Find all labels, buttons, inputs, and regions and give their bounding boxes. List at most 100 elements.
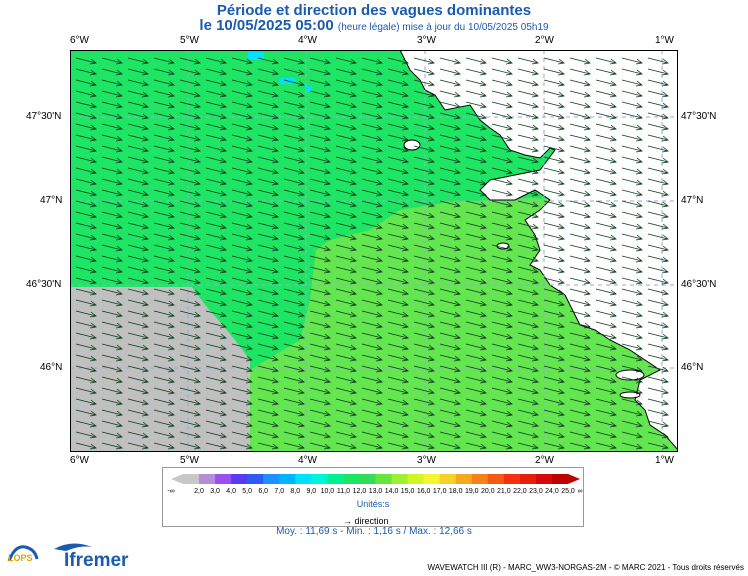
wave-direction-arrow [387,189,409,197]
wave-direction-arrow [231,420,253,428]
wave-direction-arrow [101,266,123,274]
wave-direction-arrow [439,255,461,263]
wave-direction-arrow [127,420,149,428]
wave-direction-arrow [517,343,539,351]
wave-direction-arrow [517,321,539,329]
wave-direction-arrow [309,123,331,131]
lat-tick-left: 47°30'N [26,111,62,122]
wave-direction-arrow [205,167,227,175]
wave-direction-arrow [101,112,123,120]
wave-direction-arrow [75,156,97,164]
wave-direction-arrow [439,145,461,153]
wave-direction-arrow [569,277,591,285]
wave-direction-arrow [101,288,123,296]
wave-direction-arrow [127,178,149,186]
legend-label: 25,0 [561,488,575,495]
wave-map [70,50,678,452]
wave-direction-arrow [439,387,461,395]
wave-direction-arrow [491,420,513,428]
wave-direction-arrow [335,178,357,186]
wave-direction-arrow [621,354,643,362]
wave-direction-arrow [543,409,565,417]
wave-direction-arrow [127,321,149,329]
wave-direction-arrow [179,332,201,340]
wave-direction-arrow [595,68,617,76]
wave-direction-arrow [179,354,201,362]
wave-direction-arrow [595,200,617,208]
wave-direction-arrow [361,167,383,175]
wave-direction-arrow [491,343,513,351]
wave-direction-arrow [153,365,175,373]
wave-direction-arrow [491,442,513,450]
wave-direction-arrow [387,255,409,263]
wave-direction-arrow [75,79,97,87]
wave-direction-arrow [543,343,565,351]
wave-direction-arrow [361,200,383,208]
wave-direction-arrow [569,266,591,274]
wave-direction-arrow [335,332,357,340]
wave-direction-arrow [127,134,149,142]
wave-direction-arrow [205,123,227,131]
wave-direction-arrow [569,156,591,164]
wave-direction-arrow [439,167,461,175]
wave-direction-arrow [465,123,487,131]
wave-direction-arrow [621,156,643,164]
wave-direction-arrow [361,332,383,340]
wave-direction-arrow [569,343,591,351]
wave-direction-arrow [101,156,123,164]
wave-direction-arrow [257,420,279,428]
lon-tick-bottom: 6°W [70,455,89,466]
lon-tick-top: 4°W [298,35,317,46]
wave-direction-arrow [153,79,175,87]
wave-direction-arrow [491,365,513,373]
wave-direction-arrow [179,310,201,318]
wave-direction-arrow [335,365,357,373]
wave-direction-arrow [127,255,149,263]
legend-swatch [471,474,489,484]
wave-direction-arrow [387,431,409,439]
wave-direction-arrow [309,244,331,252]
wave-direction-arrow [491,211,513,219]
wave-direction-arrow [257,145,279,153]
wave-direction-arrow [335,222,357,230]
wave-direction-arrow [309,288,331,296]
wave-direction-arrow [439,266,461,274]
wave-direction-arrow [517,255,539,263]
wave-direction-arrow [153,68,175,76]
wave-direction-arrow [257,255,279,263]
wave-direction-arrow [205,277,227,285]
legend-swatch [263,474,280,484]
wave-direction-arrow [179,255,201,263]
lon-tick-bottom: 2°W [535,455,554,466]
wave-direction-arrow [647,431,669,439]
wave-direction-arrow [413,222,435,230]
graticule [70,50,678,452]
wave-direction-arrow [465,354,487,362]
wave-direction-arrow [387,90,409,98]
wave-direction-arrow [127,123,149,131]
wave-direction-arrow [231,299,253,307]
wave-direction-arrow [569,200,591,208]
wave-direction-arrow [101,90,123,98]
wave-direction-arrow [153,233,175,241]
wave-direction-arrow [569,233,591,241]
wave-direction-arrow [647,398,669,406]
wave-direction-arrow [543,123,565,131]
wave-direction-arrow [543,57,565,65]
wave-direction-arrow [75,321,97,329]
wave-direction-arrow [231,431,253,439]
wave-direction-arrow [153,90,175,98]
wave-direction-arrow [127,442,149,450]
wave-direction-arrow [569,431,591,439]
wave-direction-arrow [621,343,643,351]
wave-direction-arrow [231,266,253,274]
wave-direction-arrow [361,134,383,142]
wave-direction-arrow [595,123,617,131]
wave-direction-arrow [387,178,409,186]
wave-direction-arrow [621,310,643,318]
wave-direction-arrow [413,200,435,208]
wave-direction-arrow [621,211,643,219]
wave-direction-arrow [647,156,669,164]
wave-direction-arrow [569,365,591,373]
wave-direction-arrow [569,398,591,406]
